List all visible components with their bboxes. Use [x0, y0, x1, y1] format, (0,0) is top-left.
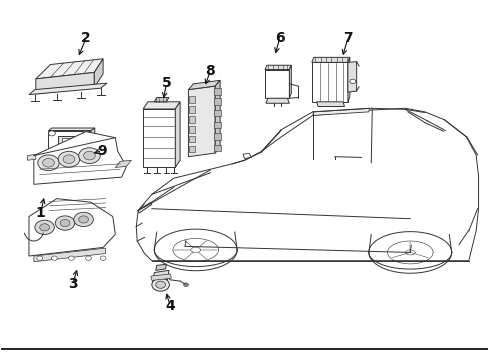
Polygon shape: [156, 264, 166, 270]
Polygon shape: [136, 108, 478, 261]
Circle shape: [82, 157, 89, 162]
Polygon shape: [143, 102, 180, 109]
Polygon shape: [58, 136, 81, 158]
Circle shape: [74, 212, 93, 226]
Circle shape: [152, 278, 169, 291]
Text: 8: 8: [205, 64, 215, 78]
Circle shape: [55, 216, 75, 230]
Circle shape: [60, 220, 70, 226]
FancyBboxPatch shape: [189, 106, 195, 113]
Circle shape: [40, 224, 49, 231]
Circle shape: [85, 148, 89, 151]
FancyBboxPatch shape: [213, 110, 221, 116]
Polygon shape: [151, 274, 171, 280]
Polygon shape: [94, 59, 103, 87]
Circle shape: [85, 136, 89, 139]
Circle shape: [48, 131, 55, 136]
Polygon shape: [48, 131, 91, 163]
Circle shape: [68, 256, 74, 260]
Polygon shape: [312, 108, 368, 116]
Circle shape: [63, 155, 75, 163]
Circle shape: [51, 256, 57, 260]
Polygon shape: [143, 109, 175, 167]
Polygon shape: [175, 102, 180, 167]
FancyBboxPatch shape: [213, 88, 221, 95]
Circle shape: [85, 154, 89, 157]
Polygon shape: [316, 102, 344, 107]
FancyBboxPatch shape: [189, 96, 195, 103]
Circle shape: [82, 131, 89, 136]
Polygon shape: [48, 128, 95, 131]
Polygon shape: [265, 98, 289, 103]
Text: 7: 7: [343, 31, 352, 45]
Circle shape: [38, 155, 59, 171]
Polygon shape: [91, 128, 95, 163]
Polygon shape: [289, 65, 291, 98]
Circle shape: [37, 256, 42, 260]
Polygon shape: [243, 153, 251, 158]
FancyBboxPatch shape: [213, 98, 221, 105]
Polygon shape: [264, 65, 291, 69]
Polygon shape: [115, 160, 131, 167]
Circle shape: [349, 79, 355, 84]
Polygon shape: [215, 80, 220, 153]
FancyBboxPatch shape: [189, 136, 195, 142]
Polygon shape: [34, 248, 105, 262]
Polygon shape: [347, 57, 349, 102]
Polygon shape: [311, 62, 347, 102]
Polygon shape: [34, 132, 126, 184]
FancyBboxPatch shape: [213, 145, 221, 151]
FancyBboxPatch shape: [213, 134, 221, 140]
Polygon shape: [36, 59, 103, 79]
Polygon shape: [153, 270, 168, 282]
Polygon shape: [188, 80, 220, 90]
Polygon shape: [188, 86, 215, 157]
FancyBboxPatch shape: [189, 116, 195, 123]
Polygon shape: [154, 98, 168, 102]
Polygon shape: [61, 138, 78, 156]
Circle shape: [83, 151, 95, 160]
Circle shape: [58, 151, 80, 167]
FancyBboxPatch shape: [189, 145, 195, 152]
Polygon shape: [36, 72, 94, 94]
Circle shape: [100, 256, 106, 260]
Circle shape: [85, 256, 91, 260]
Polygon shape: [311, 57, 349, 62]
Circle shape: [79, 148, 100, 163]
Text: 4: 4: [165, 299, 175, 313]
FancyBboxPatch shape: [189, 126, 195, 133]
Circle shape: [79, 216, 88, 223]
Circle shape: [48, 157, 55, 162]
Text: 1: 1: [36, 206, 45, 220]
Circle shape: [183, 283, 188, 287]
Polygon shape: [29, 199, 115, 256]
FancyBboxPatch shape: [213, 122, 221, 128]
Circle shape: [42, 158, 54, 167]
Circle shape: [85, 142, 89, 145]
Polygon shape: [27, 154, 36, 160]
Circle shape: [156, 281, 165, 288]
Text: 6: 6: [274, 31, 284, 45]
Text: 2: 2: [81, 31, 91, 45]
Text: 3: 3: [68, 277, 78, 291]
Text: 9: 9: [97, 144, 107, 158]
Circle shape: [35, 220, 54, 234]
Polygon shape: [29, 83, 107, 95]
Polygon shape: [347, 62, 356, 92]
Text: 5: 5: [161, 76, 171, 90]
Polygon shape: [264, 69, 289, 98]
Polygon shape: [138, 202, 152, 213]
